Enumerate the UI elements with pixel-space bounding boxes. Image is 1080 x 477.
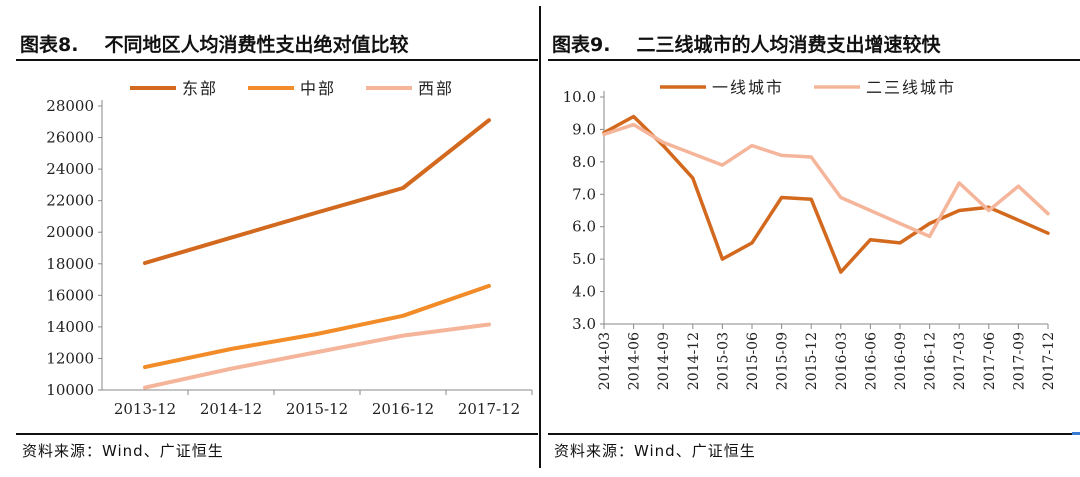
right-x-tick-label: 2015-06 [745, 332, 761, 390]
right-x-tick-label: 2015-12 [804, 332, 820, 390]
left-x-tick-label: 2015-12 [286, 400, 348, 418]
right-x-tick-label: 2017-09 [1011, 332, 1027, 390]
left-x-tick-label: 2013-12 [114, 400, 176, 418]
left-title-text: 不同地区人均消费性支出绝对值比较 [104, 34, 409, 56]
left-y-tick-label: 20000 [46, 223, 94, 241]
right-x-tick-label: 2014-12 [686, 332, 702, 390]
left-y-tick-label: 12000 [46, 349, 94, 367]
right-x-tick-label: 2015-09 [775, 332, 791, 390]
right-y-tick-label: 7.0 [572, 185, 596, 203]
right-y-tick-label: 5.0 [572, 250, 596, 268]
right-y-tick-label: 9.0 [572, 120, 596, 138]
right-y-tick-label: 8.0 [572, 153, 596, 171]
left-y-tick-label: 18000 [46, 255, 94, 273]
right-y-tick-label: 10.0 [563, 88, 596, 106]
left-y-tick-label: 10000 [46, 381, 94, 399]
right-title-text: 二三线城市的人均消费支出增速较快 [636, 34, 941, 56]
right-series-2-line [602, 122, 1050, 239]
left-y-tick-label: 28000 [46, 97, 94, 115]
corner-accent [1072, 432, 1080, 435]
right-y-tick-label: 6.0 [572, 218, 596, 236]
left-chart-title: 图表8. 不同地区人均消费性支出绝对值比较 [20, 30, 408, 57]
right-y-tick-label: 3.0 [572, 315, 596, 333]
left-x-tick-label: 2017-12 [458, 400, 520, 418]
right-source-note: 资料来源：Wind、广证恒生 [554, 442, 756, 460]
right-figure-number: 图表9. [552, 34, 611, 56]
left-series-2-line [143, 283, 491, 370]
left-y-tick-label: 26000 [46, 129, 94, 147]
left-series-3-line [143, 322, 491, 390]
left-y-tick-label: 16000 [46, 286, 94, 304]
right-series-1-line [602, 114, 1050, 274]
right-x-tick-label: 2016-06 [863, 332, 879, 390]
left-series-1-line [143, 118, 491, 265]
left-x-tick-label: 2016-12 [372, 400, 434, 418]
right-x-tick-label: 2016-09 [893, 332, 909, 390]
right-x-tick-label: 2014-06 [627, 332, 643, 390]
left-source-note: 资料来源：Wind、广证恒生 [22, 442, 224, 460]
left-y-tick-label: 22000 [46, 192, 94, 210]
panel-divider [539, 6, 541, 468]
right-y-tick-label: 4.0 [572, 283, 596, 301]
right-line-chart: 3.0 4.0 5.0 6.0 7.0 8.0 9.0 10.0 2014-03 2014-06 2… [563, 78, 1057, 390]
left-legend-label-2: 中部 [300, 79, 336, 98]
left-legend-label-1: 东部 [182, 79, 218, 98]
left-x-tick-label: 2014-12 [200, 400, 262, 418]
right-legend-label-2: 二三线城市 [866, 78, 956, 97]
right-x-tick-label: 2014-09 [656, 332, 672, 390]
left-figure-number: 图表8. [20, 34, 79, 56]
left-y-tick-label: 14000 [46, 318, 94, 336]
right-x-tick-label: 2017-12 [1041, 332, 1057, 390]
left-line-chart: 10000 12000 14000 16000 18000 20000 22000 24000… [46, 79, 533, 418]
right-legend-label-1: 一线城市 [712, 78, 784, 97]
left-title-rule [16, 59, 538, 61]
left-chart-panel: 图表8. 不同地区人均消费性支出绝对值比较 10000 12000 14000 1600… [0, 0, 538, 477]
left-y-tick-label: 24000 [46, 160, 94, 178]
right-title-rule [548, 59, 1080, 61]
right-x-tick-label: 2017-03 [952, 332, 968, 390]
right-x-tick-label: 2016-03 [834, 332, 850, 390]
right-x-tick-label: 2016-12 [923, 332, 939, 390]
right-chart-title: 图表9. 二三线城市的人均消费支出增速较快 [552, 30, 940, 57]
left-source-rule [16, 433, 538, 435]
right-source-rule [548, 433, 1080, 435]
right-chart-panel: 图表9. 二三线城市的人均消费支出增速较快 3.0 4.0 5.0 6.0 7.0 8.0 9… [542, 0, 1080, 477]
left-legend-label-3: 西部 [418, 79, 454, 98]
right-x-tick-label: 2015-03 [715, 332, 731, 390]
right-x-tick-label: 2017-06 [982, 332, 998, 390]
right-x-tick-label: 2014-03 [597, 332, 613, 390]
